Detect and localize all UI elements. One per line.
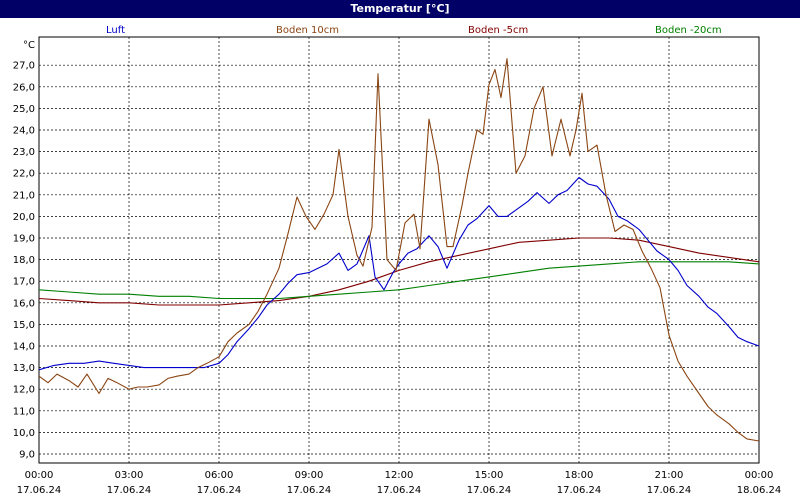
y-tick-label: 16,0 bbox=[13, 298, 35, 309]
y-tick-label: 24,0 bbox=[13, 126, 35, 137]
x-tick-date: 17.06.24 bbox=[557, 485, 602, 496]
x-tick-date: 17.06.24 bbox=[197, 485, 242, 496]
y-tick-label: 17,0 bbox=[13, 277, 35, 288]
y-tick-label: 10,0 bbox=[13, 428, 35, 439]
y-tick-label: 21,0 bbox=[13, 190, 35, 201]
x-tick-time: 15:00 bbox=[475, 470, 504, 481]
x-tick-time: 09:00 bbox=[295, 470, 324, 481]
x-tick-time: 12:00 bbox=[385, 470, 414, 481]
y-tick-label: 20,0 bbox=[13, 212, 35, 223]
series-boden-20cm-line bbox=[38, 261, 760, 300]
chart-title: Temperatur [°C] bbox=[0, 0, 800, 18]
legend-luft: Luft bbox=[106, 25, 125, 36]
y-tick-label: 12,0 bbox=[13, 385, 35, 396]
y-tick-label: 26,0 bbox=[13, 82, 35, 93]
y-tick-label: 22,0 bbox=[13, 169, 35, 180]
x-tick-time: 03:00 bbox=[115, 470, 144, 481]
y-tick-label: 14,0 bbox=[13, 342, 35, 353]
series-luft-line bbox=[38, 176, 760, 371]
y-tick-label: 27,0 bbox=[13, 61, 35, 72]
legend-boden-5cm: Boden -5cm bbox=[468, 25, 529, 36]
series-boden-10cm-line bbox=[38, 58, 760, 442]
y-tick-label: 25,0 bbox=[13, 104, 35, 115]
legend-boden-20cm: Boden -20cm bbox=[655, 25, 722, 36]
y-tick-label: 19,0 bbox=[13, 234, 35, 245]
x-tick-time: 21:00 bbox=[655, 470, 684, 481]
y-axis-unit: °C bbox=[23, 40, 35, 51]
x-tick-time: 06:00 bbox=[205, 470, 234, 481]
y-tick-label: 9,0 bbox=[19, 450, 35, 461]
x-tick-date: 17.06.24 bbox=[287, 485, 332, 496]
y-tick-label: 15,0 bbox=[13, 320, 35, 331]
x-tick-date: 17.06.24 bbox=[107, 485, 152, 496]
x-tick-time: 00:00 bbox=[25, 470, 54, 481]
y-tick-label: 23,0 bbox=[13, 147, 35, 158]
series-boden-5cm-line bbox=[38, 237, 760, 306]
legend-boden-10cm: Boden 10cm bbox=[276, 25, 339, 36]
y-tick-label: 13,0 bbox=[13, 363, 35, 374]
x-tick-date: 17.06.24 bbox=[647, 485, 692, 496]
y-tick-label: 11,0 bbox=[13, 406, 35, 417]
x-tick-date: 17.06.24 bbox=[17, 485, 62, 496]
x-tick-date: 17.06.24 bbox=[377, 485, 422, 496]
x-tick-date: 17.06.24 bbox=[467, 485, 512, 496]
x-tick-time: 18:00 bbox=[565, 470, 594, 481]
x-tick-date: 18.06.24 bbox=[737, 485, 782, 496]
y-tick-label: 18,0 bbox=[13, 255, 35, 266]
x-tick-time: 00:00 bbox=[745, 470, 774, 481]
